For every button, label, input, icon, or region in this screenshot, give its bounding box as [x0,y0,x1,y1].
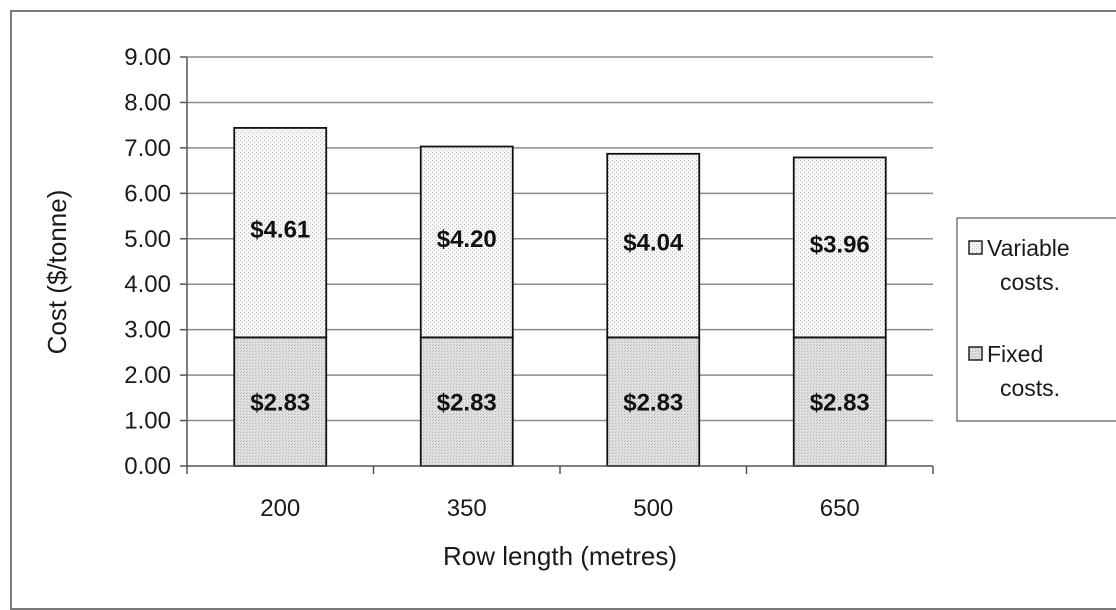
bars [233,126,887,467]
bar-fixed-costs [792,336,887,467]
y-tick-labels: 0.00 1.00 2.00 3.00 4.00 5.00 6.00 7.00 8.00 9.00 [124,44,171,480]
y-tick-label: 1.00 [124,408,171,435]
data-label-fixed: $2.83 [250,390,310,417]
bar-variable-costs [792,156,887,339]
y-tick-label: 8.00 [124,89,171,116]
legend-swatch-variable [968,240,983,255]
legend: Variable costs. Fixed costs. [956,217,1116,422]
x-tick-label: 200 [260,495,300,522]
legend-label-variable-line2: costs. [1000,269,1060,295]
y-tick-label: 4.00 [124,271,171,298]
y-tick-label: 6.00 [124,180,171,207]
x-tick-labels: 200 350 500 650 [260,495,860,522]
y-tick-label: 0.00 [124,453,171,480]
x-axis-title: Row length (metres) [443,541,677,571]
data-label-fixed: $2.83 [623,390,683,417]
data-label-variable: $4.20 [437,226,497,253]
data-label-fixed: $2.83 [437,390,497,417]
legend-label-fixed-line2: costs. [1000,375,1060,401]
legend-swatch-fixed [968,346,983,361]
data-label-variable: $3.96 [810,231,870,258]
bar-variable-costs [419,145,514,339]
y-tick-label: 9.00 [124,44,171,71]
y-tick-label: 2.00 [124,362,171,389]
bar-variable-costs [606,152,701,339]
x-tick-label: 350 [447,495,487,522]
data-labels: $2.83 $4.61 $2.83 $4.20 $2.83 $4.04 $2.83 $3.96 [250,217,870,417]
y-tick-label: 5.00 [124,226,171,253]
legend-label-fixed-line1: Fixed [987,341,1043,367]
x-tick-label: 500 [633,495,673,522]
y-axis-title: Cost ($/tonne) [42,190,72,355]
y-tick-label: 7.00 [124,135,171,162]
x-tick-label: 650 [820,495,860,522]
data-label-variable: $4.61 [250,217,310,244]
legend-box [956,217,1116,422]
axes [180,56,934,474]
bar-variable-costs [233,126,328,339]
data-label-fixed: $2.83 [810,390,870,417]
legend-label-variable-line1: Variable [987,235,1070,261]
bar-fixed-costs [606,336,701,467]
y-tick-label: 3.00 [124,317,171,344]
data-label-variable: $4.04 [623,230,684,257]
